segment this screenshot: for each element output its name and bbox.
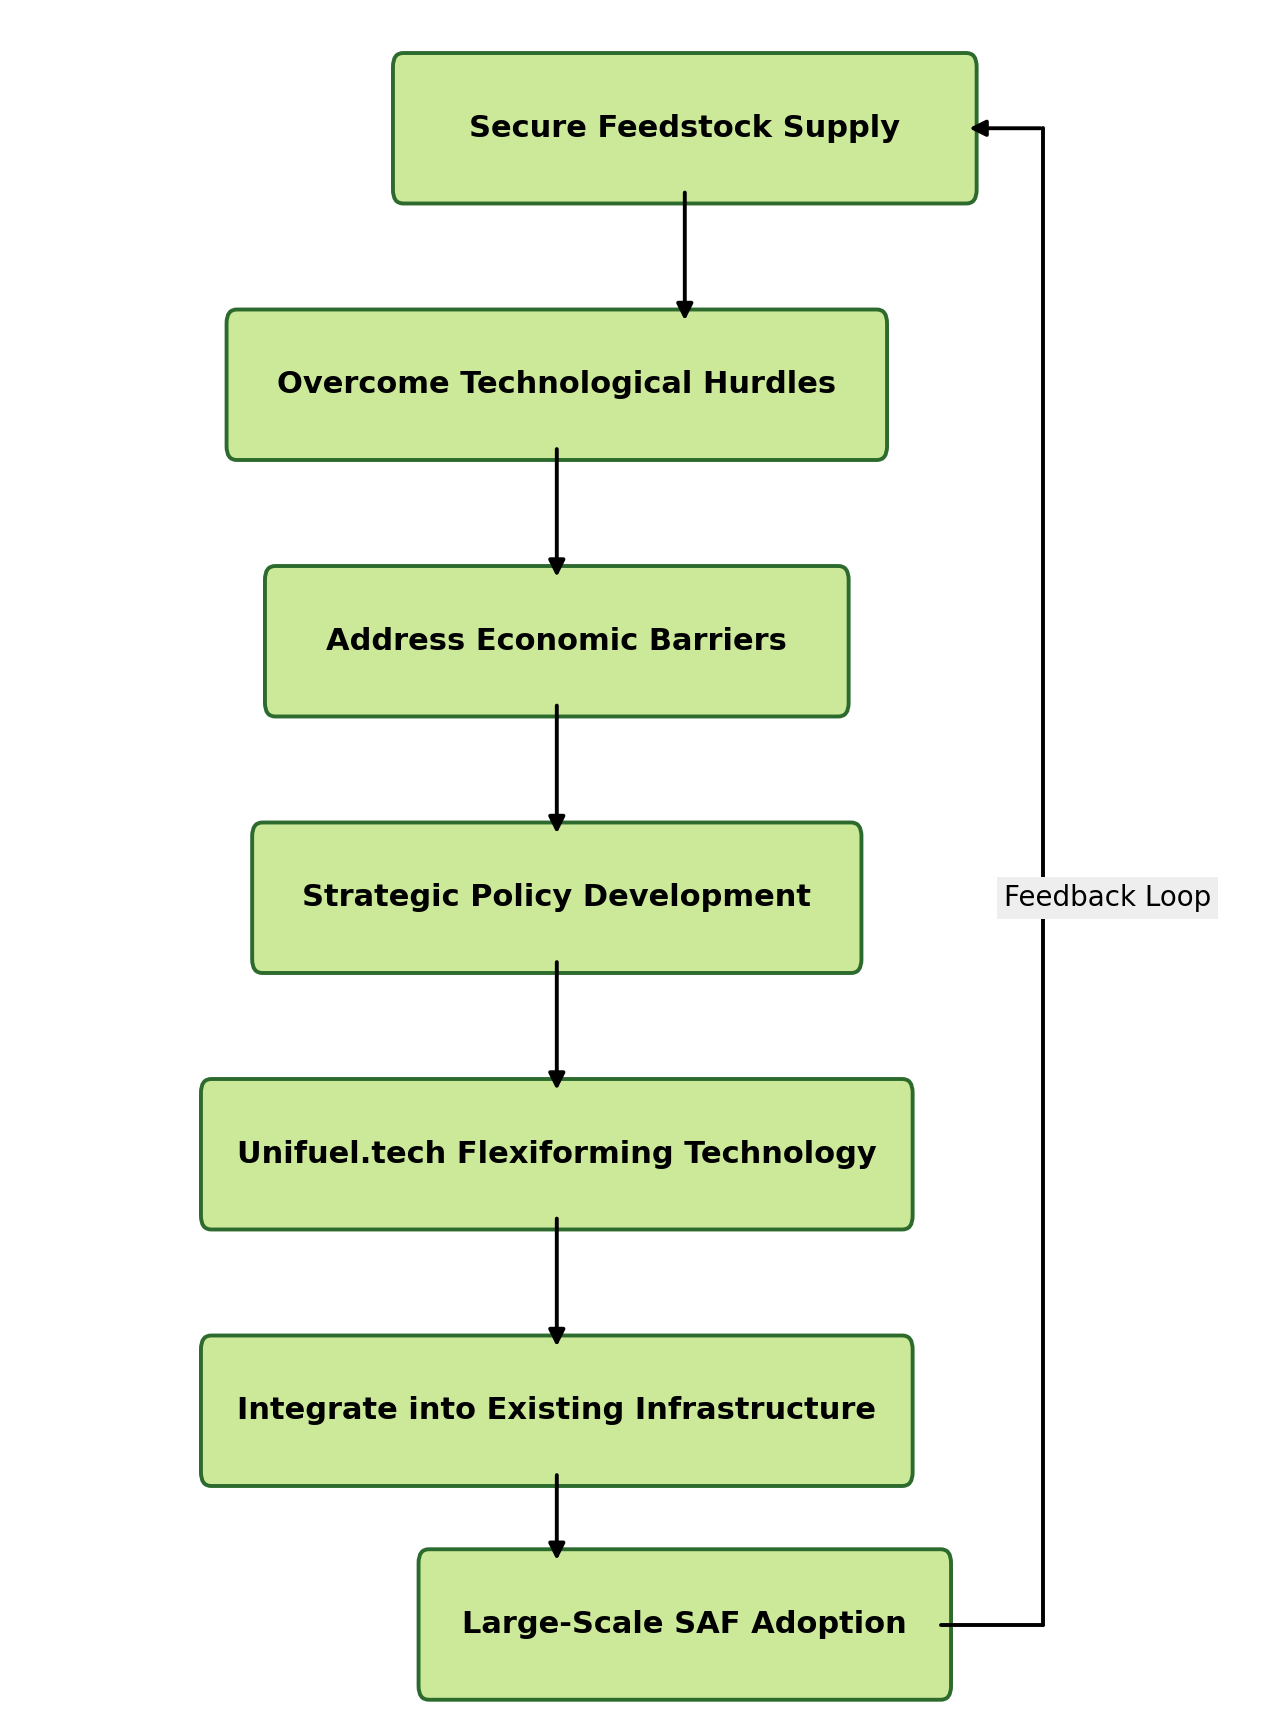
FancyBboxPatch shape [419, 1549, 951, 1700]
Text: Large-Scale SAF Adoption: Large-Scale SAF Adoption [462, 1611, 908, 1638]
Text: Integrate into Existing Infrastructure: Integrate into Existing Infrastructure [237, 1397, 877, 1424]
Text: Secure Feedstock Supply: Secure Feedstock Supply [470, 115, 900, 142]
Text: Address Economic Barriers: Address Economic Barriers [326, 628, 787, 655]
Text: Unifuel.tech Flexiforming Technology: Unifuel.tech Flexiforming Technology [237, 1141, 877, 1168]
Text: Strategic Policy Development: Strategic Policy Development [302, 884, 812, 911]
FancyBboxPatch shape [252, 823, 861, 973]
FancyBboxPatch shape [265, 566, 849, 716]
FancyBboxPatch shape [393, 53, 977, 203]
Text: Overcome Technological Hurdles: Overcome Technological Hurdles [278, 371, 836, 398]
Text: Feedback Loop: Feedback Loop [1004, 884, 1211, 911]
FancyBboxPatch shape [227, 310, 887, 460]
FancyBboxPatch shape [201, 1336, 913, 1486]
FancyBboxPatch shape [201, 1079, 913, 1229]
